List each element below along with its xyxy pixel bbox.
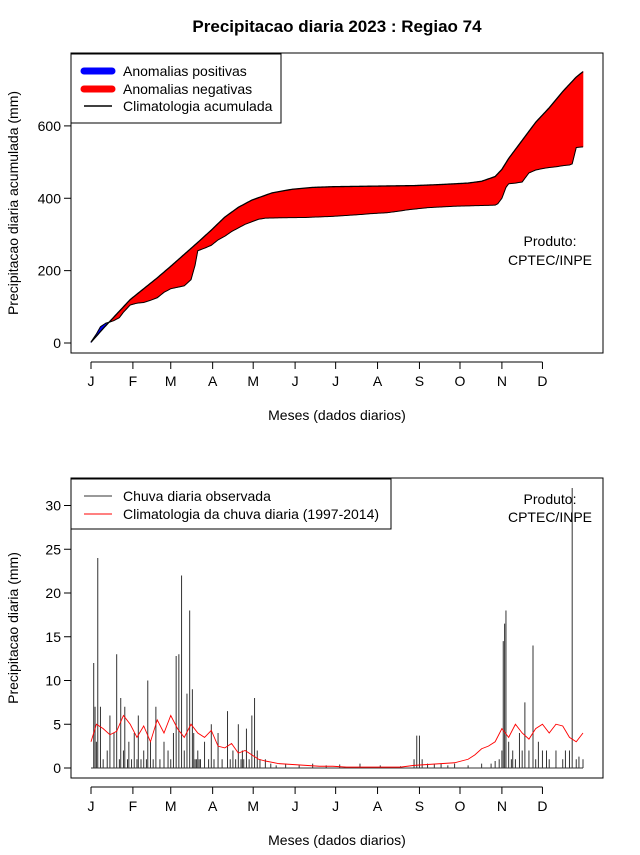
cumulative-x-label: Meses (dados diarios) xyxy=(268,407,406,423)
cumulative-legend: Anomalias positivas Anomalias negativas … xyxy=(70,53,282,124)
cumulative-chart: 0 200 400 600 J F M A M J J A S O N D Meses (dados dia… xyxy=(5,52,604,423)
climatology-daily-line xyxy=(90,714,584,768)
legend-label-daily-climatology: Climatologia da chuva diaria (1997-2014) xyxy=(123,506,379,522)
daily-legend-box xyxy=(70,478,392,530)
daily-y-tick-label: 20 xyxy=(45,585,61,601)
daily-x-tick-label: M xyxy=(165,798,177,814)
cumulative-annotation-line1: Produto: xyxy=(524,233,577,249)
cumulative-x-tick-label: N xyxy=(497,373,507,389)
daily-x-tick-label: A xyxy=(373,798,383,814)
daily-legend: Chuva diaria observada Climatologia da c… xyxy=(70,478,392,530)
daily-y-tick-label: 10 xyxy=(45,673,61,689)
daily-x-tick-label: A xyxy=(208,798,218,814)
cumulative-x-tick-label: A xyxy=(373,373,383,389)
cumulative-x-tick-label: J xyxy=(292,373,299,389)
legend-label-positive: Anomalias positivas xyxy=(123,63,247,79)
cumulative-y-tick-label: 400 xyxy=(38,190,62,206)
daily-x-tick-label: J xyxy=(332,798,339,814)
daily-x-tick-label: N xyxy=(497,798,507,814)
cumulative-x-tick-label: J xyxy=(332,373,339,389)
cumulative-y-axis: 0 200 400 600 xyxy=(38,118,72,351)
cumulative-annotation-line2: CPTEC/INPE xyxy=(508,252,592,268)
cumulative-x-tick-label: S xyxy=(415,373,424,389)
daily-x-tick-label: J xyxy=(292,798,299,814)
cumulative-y-label: Precipitacao diaria acumulada (mm) xyxy=(5,91,21,315)
cumulative-x-tick-label: O xyxy=(455,373,466,389)
daily-x-tick-label: F xyxy=(129,798,138,814)
daily-x-tick-label: M xyxy=(247,798,259,814)
observed-cumulative-line xyxy=(90,146,584,343)
daily-annotation-line1: Produto: xyxy=(524,491,577,507)
daily-x-label: Meses (dados diarios) xyxy=(268,832,406,848)
cumulative-x-tick-label: D xyxy=(537,373,547,389)
legend-label-negative: Anomalias negativas xyxy=(123,81,252,97)
cumulative-x-tick-label: M xyxy=(165,373,177,389)
daily-x-tick-label: D xyxy=(537,798,547,814)
legend-label-climatology: Climatologia acumulada xyxy=(123,98,273,114)
daily-y-label: Precipitacao diaria (mm) xyxy=(5,552,21,704)
daily-plot-area xyxy=(90,488,584,769)
daily-y-tick-label: 0 xyxy=(53,760,61,776)
daily-x-tick-label: J xyxy=(88,798,95,814)
daily-y-tick-label: 25 xyxy=(45,541,61,557)
cumulative-y-tick-label: 600 xyxy=(38,118,62,134)
daily-y-tick-label: 5 xyxy=(53,716,61,732)
cumulative-x-tick-label: A xyxy=(208,373,218,389)
daily-x-tick-label: O xyxy=(455,798,466,814)
legend-label-observed: Chuva diaria observada xyxy=(123,488,271,504)
figure-title: Precipitacao diaria 2023 : Regiao 74 xyxy=(192,17,482,36)
cumulative-y-tick-label: 200 xyxy=(38,263,62,279)
cumulative-y-tick-label: 0 xyxy=(53,335,61,351)
daily-chart: 0 5 10 15 20 25 30 J F M A M J J A S O N D Meses (dados d… xyxy=(5,477,604,848)
daily-y-tick-label: 30 xyxy=(45,498,61,514)
cumulative-x-tick-label: F xyxy=(129,373,138,389)
daily-y-axis: 0 5 10 15 20 25 30 xyxy=(45,498,72,776)
climatology-cumulative-line xyxy=(90,71,584,343)
cumulative-plot-area xyxy=(90,70,584,344)
daily-x-tick-label: S xyxy=(415,798,424,814)
daily-y-tick-label: 15 xyxy=(45,629,61,645)
daily-annotation-line2: CPTEC/INPE xyxy=(508,509,592,525)
cumulative-x-tick-label: M xyxy=(247,373,259,389)
cumulative-x-tick-label: J xyxy=(88,373,95,389)
